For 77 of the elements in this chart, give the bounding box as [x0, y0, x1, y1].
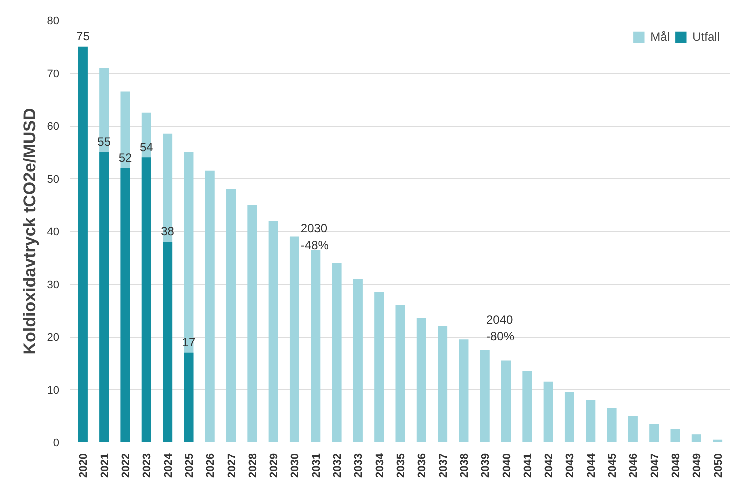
x-tick-label: 2044 [586, 452, 598, 478]
y-tick-label: 80 [47, 16, 60, 28]
x-tick-label: 2042 [544, 453, 556, 478]
x-tick-label: 2047 [649, 453, 662, 478]
bar [248, 205, 258, 442]
annotation: 2030 -48% [300, 222, 330, 252]
x-tick-label: 2036 [416, 453, 429, 478]
y-axis-title: Koldioxidavtryck tCO2e/MUSD [20, 108, 40, 355]
y-tick-label: 0 [53, 438, 60, 450]
bar [628, 416, 638, 442]
y-tick-label: 50 [47, 174, 60, 186]
y-tick-label: 20 [47, 332, 60, 344]
x-tick-label: 2022 [120, 453, 132, 478]
y-tick-label: 30 [47, 279, 60, 292]
x-tick-label: 2039 [480, 453, 492, 478]
x-tick-label: 2041 [522, 453, 534, 478]
x-tick-label: 2030 [290, 453, 302, 478]
x-tick-label: 2037 [438, 453, 450, 478]
bar [480, 350, 490, 442]
x-tick-label: 2043 [564, 453, 577, 478]
x-tick-label: 2045 [607, 453, 620, 478]
bar [396, 305, 406, 442]
bar [290, 236, 300, 442]
data-label: 38 [161, 224, 175, 239]
bar [670, 429, 680, 442]
bar [586, 400, 596, 442]
bar [311, 250, 321, 442]
annotation: 2040 -80% [486, 312, 515, 344]
bar [502, 360, 512, 442]
bar [78, 46, 88, 442]
x-tick-label: 2024 [162, 452, 175, 478]
x-tick-label: 2033 [353, 453, 366, 478]
x-tick-label: 2027 [226, 453, 238, 478]
bar [100, 152, 110, 442]
x-tick-label: 2035 [396, 453, 408, 478]
bar [226, 189, 236, 442]
bar [163, 242, 173, 442]
y-tick-label: 70 [47, 68, 60, 80]
legend-label: Utfall [692, 30, 720, 44]
bar [692, 434, 702, 442]
bar [374, 292, 384, 442]
bar [184, 352, 194, 442]
bar [607, 408, 617, 442]
y-tick-label: 40 [47, 226, 60, 238]
x-tick-label: 2023 [142, 453, 154, 478]
x-tick-label: 2032 [332, 453, 344, 478]
y-tick-label: 60 [47, 121, 60, 133]
x-tick-label: 2031 [310, 453, 323, 478]
bar [459, 340, 469, 442]
x-tick-label: 2025 [184, 453, 196, 478]
bar [205, 170, 215, 442]
bar [416, 318, 426, 442]
y-tick-label: 10 [47, 384, 60, 397]
bar [650, 424, 660, 442]
x-tick-label: 2034 [374, 452, 386, 478]
x-tick-label: 2048 [670, 453, 682, 478]
x-tick-label: 2026 [205, 453, 218, 478]
x-tick-label: 2050 [712, 453, 725, 478]
bar [522, 371, 532, 442]
data-label: 75 [76, 30, 90, 44]
bar [564, 392, 574, 442]
bar [438, 326, 448, 442]
bar [544, 382, 554, 442]
x-tick-label: 2038 [458, 453, 471, 478]
x-tick-label: 2029 [268, 453, 281, 478]
x-tick-label: 2046 [628, 453, 640, 478]
bar [268, 220, 278, 442]
bar [332, 263, 342, 442]
x-tick-label: 2049 [692, 453, 704, 478]
x-tick-label: 2020 [78, 453, 90, 478]
bar [353, 278, 363, 442]
bar [713, 440, 723, 442]
x-tick-label: 2021 [99, 453, 112, 478]
x-tick-label: 2028 [247, 453, 260, 478]
legend-label: Mål [650, 30, 671, 44]
x-tick-label: 2040 [501, 453, 514, 478]
bar [120, 168, 130, 442]
